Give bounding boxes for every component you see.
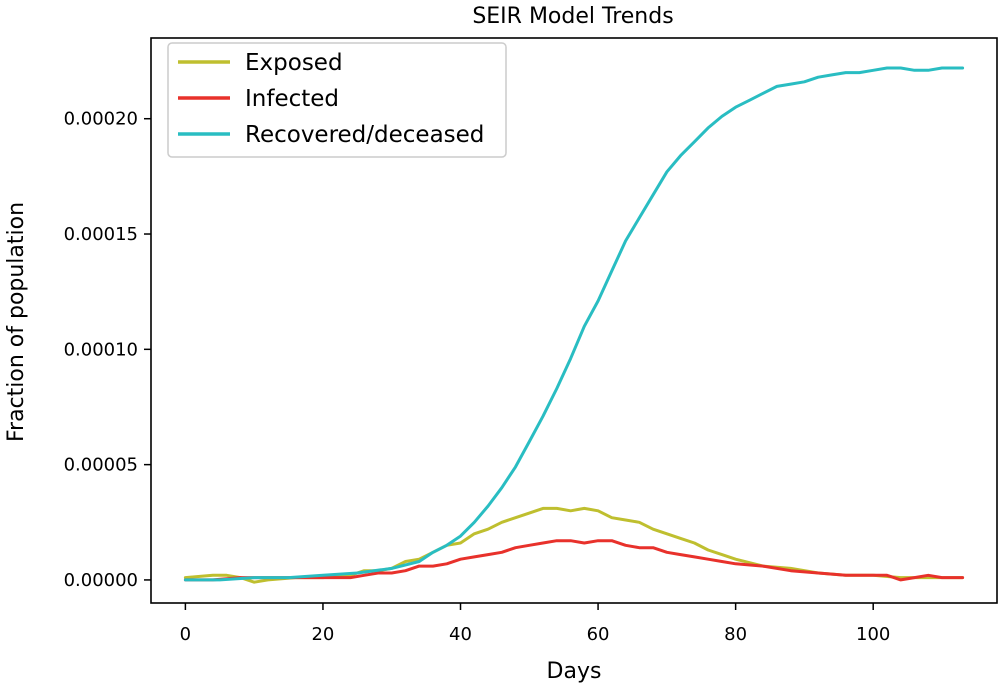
- x-tick-label: 40: [449, 624, 472, 645]
- legend-label-exposed: Exposed: [245, 50, 343, 76]
- chart-title: SEIR Model Trends: [472, 4, 673, 29]
- series-line-exposed: [183, 506, 965, 584]
- x-tick-label: 80: [724, 624, 747, 645]
- series-line-recovered-deceased: [183, 66, 965, 582]
- y-axis: 0.00000 0.00005 0.00010 0.00015 0.00020: [64, 109, 151, 591]
- plot-frame: [150, 37, 998, 604]
- legend: Exposed Infected Recovered/deceased: [167, 42, 507, 158]
- series-line-infected: [183, 539, 965, 582]
- x-tick-label: 20: [311, 624, 334, 645]
- legend-label-recovered-deceased: Recovered/deceased: [245, 122, 484, 148]
- x-tick-label: 60: [587, 624, 610, 645]
- x-axis-label: Days: [547, 659, 602, 684]
- y-tick-label: 0.00005: [64, 455, 138, 476]
- x-tick-label: 100: [856, 624, 890, 645]
- y-tick-label: 0.00020: [64, 109, 138, 130]
- series-layer: [183, 66, 965, 584]
- x-axis: 0 20 40 60 80 100: [180, 603, 890, 645]
- y-tick-label: 0.00000: [64, 570, 138, 591]
- x-tick-label: 0: [180, 624, 191, 645]
- y-axis-label: Fraction of population: [4, 202, 29, 442]
- legend-label-infected: Infected: [245, 86, 339, 112]
- legend-box: [167, 42, 507, 158]
- y-tick-label: 0.00010: [64, 339, 138, 360]
- y-tick-label: 0.00015: [64, 224, 138, 245]
